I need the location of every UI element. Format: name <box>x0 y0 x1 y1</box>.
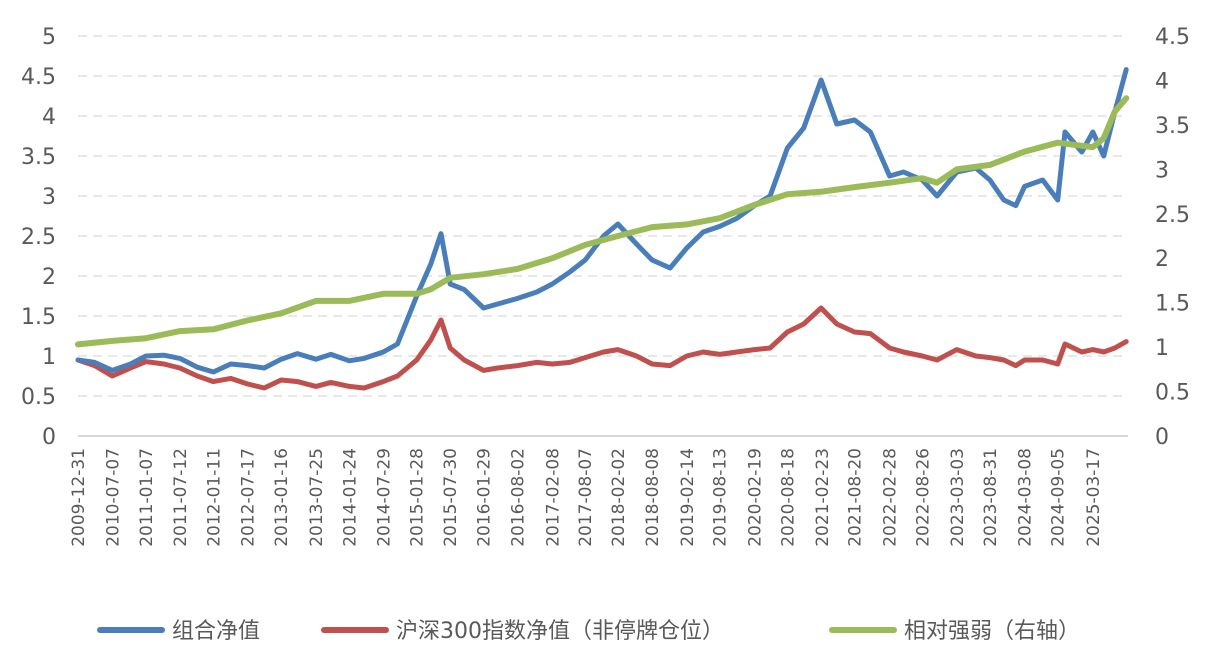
x-tick-label: 2013-01-16 <box>272 448 292 547</box>
x-tick-label: 2011-01-07 <box>137 448 157 547</box>
y-left-tick-label: 4 <box>42 105 56 130</box>
y-left-tick-label: 3.5 <box>21 145 56 170</box>
x-tick-label: 2011-07-12 <box>171 448 191 547</box>
y-right-tick-label: 3.5 <box>1155 114 1190 139</box>
y-left-tick-label: 2.5 <box>21 225 56 250</box>
x-tick-label: 2010-07-07 <box>103 448 123 547</box>
y-left-tick-label: 0 <box>42 425 56 450</box>
y-right-tick-label: 3 <box>1155 158 1169 183</box>
x-tick-label: 2015-01-28 <box>408 448 428 547</box>
x-tick-label: 2023-03-03 <box>948 448 968 547</box>
x-tick-label: 2019-02-14 <box>678 448 698 547</box>
axes: 0 0.5 1 1.5 2 2.5 3 3.5 4 4.5 5 0 0.5 1 1.5 2 2.5 3 3.5 4 4.… <box>21 25 1190 547</box>
legend: 组合净值 沪深300指数净值（非停牌仓位） 相对强弱（右轴） <box>97 619 1080 644</box>
legend-label-1: 沪深300指数净值（非停牌仓位） <box>396 619 724 644</box>
y-right-tick-label: 1 <box>1155 336 1169 361</box>
series-line-1 <box>75 305 1129 391</box>
x-tick-label: 2009-12-31 <box>69 448 89 547</box>
y-right-tick-label: 0 <box>1155 425 1169 450</box>
x-tick-label: 2021-08-20 <box>845 448 865 547</box>
series-line-0 <box>75 67 1129 375</box>
y-right-tick-label: 0.5 <box>1155 381 1190 406</box>
y-left-tick-label: 1.5 <box>21 305 56 330</box>
x-tick-label: 2020-02-19 <box>745 448 765 547</box>
y-left-tick-label: 1 <box>42 345 56 370</box>
series-lines <box>75 67 1130 391</box>
x-tick-label: 2016-08-02 <box>509 448 529 547</box>
x-tick-label: 2022-08-26 <box>913 448 933 547</box>
x-tick-label: 2018-02-02 <box>609 448 629 547</box>
y-left-tick-label: 4.5 <box>21 65 56 90</box>
y-left-tick-label: 2 <box>42 265 56 290</box>
x-tick-label: 2014-07-29 <box>374 448 394 547</box>
x-tick-label: 2016-01-29 <box>475 448 495 547</box>
y-right-tick-label: 4 <box>1155 69 1169 94</box>
x-tick-label: 2019-08-13 <box>711 448 731 547</box>
legend-label-0: 组合净值 <box>172 619 260 644</box>
x-tick-label: 2013-07-25 <box>307 448 327 547</box>
x-tick-label: 2014-01-24 <box>340 448 360 547</box>
y-left-tick-label: 3 <box>42 185 56 210</box>
y-right-tick-label: 2 <box>1155 247 1169 272</box>
y-left-tick-label: 0.5 <box>21 385 56 410</box>
x-tick-label: 2012-01-11 <box>204 448 224 547</box>
x-tick-label: 2024-09-05 <box>1049 448 1069 547</box>
x-tick-label: 2023-08-31 <box>981 448 1001 547</box>
x-tick-label: 2022-02-28 <box>881 448 901 547</box>
x-tick-label: 2012-07-17 <box>239 448 259 547</box>
x-tick-label: 2024-03-08 <box>1016 448 1036 547</box>
x-tick-label: 2020-08-18 <box>778 448 798 547</box>
y-right-tick-label: 2.5 <box>1155 203 1190 228</box>
legend-label-2: 相对强弱（右轴） <box>904 619 1080 644</box>
x-tick-label: 2017-08-07 <box>576 448 596 547</box>
y-right-tick-label: 4.5 <box>1155 25 1190 50</box>
x-tick-label: 2015-07-30 <box>441 448 461 547</box>
x-tick-label: 2017-02-08 <box>543 448 563 547</box>
y-right-tick-label: 1.5 <box>1155 292 1190 317</box>
x-tick-label: 2018-08-08 <box>643 448 663 547</box>
x-tick-label: 2021-02-23 <box>813 448 833 547</box>
x-tick-label: 2025-03-17 <box>1084 448 1104 547</box>
gridlines <box>78 35 1128 397</box>
y-left-tick-label: 5 <box>42 25 56 50</box>
series-line-2 <box>75 95 1130 348</box>
